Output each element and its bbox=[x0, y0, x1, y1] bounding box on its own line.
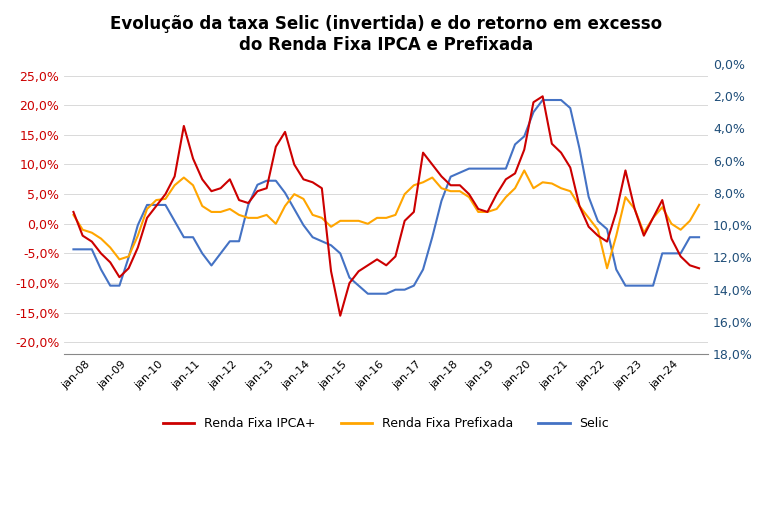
Legend: Renda Fixa IPCA+, Renda Fixa Prefixada, Selic: Renda Fixa IPCA+, Renda Fixa Prefixada, … bbox=[158, 412, 614, 435]
Title: Evolução da taxa Selic (invertida) e do retorno em excesso
do Renda Fixa IPCA e : Evolução da taxa Selic (invertida) e do … bbox=[110, 15, 662, 54]
